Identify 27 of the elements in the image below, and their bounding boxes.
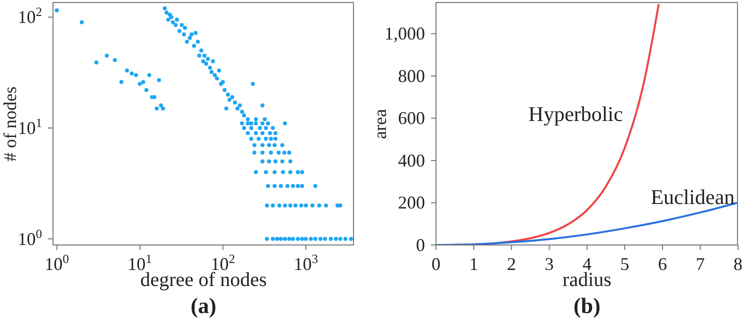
x-tick-label: 2 [507,254,516,274]
series-label: Hyperbolic [528,100,623,127]
y-axis-title: area [370,108,390,138]
y-tick-label: 800 [398,66,425,86]
series-label: Euclidean [650,184,735,210]
x-tick-label: 0 [432,254,440,274]
y-tick-label: 10$^{1}$ [18,116,42,138]
y-axis-title: # of nodes [0,86,20,161]
x-axis-title: degree of nodes [140,269,267,292]
x-tick-label: 5 [620,254,630,274]
x-tick-label: 10$^{3}$ [294,252,318,274]
x-tick-label: 8 [734,254,742,274]
y-tick-label: 400 [398,150,425,170]
y-tick-label: 0 [416,235,425,255]
x-tick-label: 10$^{0}$ [44,252,69,274]
y-tick-label: 200 [398,192,425,213]
text: (b) [574,293,600,319]
y-tick-label: 1,000 [384,24,425,44]
y-tick-label: 10$^{0}$ [18,226,42,249]
text: (a) [190,293,216,319]
x-tick-label: 1 [469,254,478,274]
x-axis-title: radius [562,269,612,292]
x-tick-label: 7 [696,254,705,274]
y-tick-label: 600 [398,108,425,128]
x-tick-label: 6 [658,254,667,274]
x-tick-label: 3 [544,254,554,274]
y-tick-label: 10$^{2}$ [18,5,42,28]
